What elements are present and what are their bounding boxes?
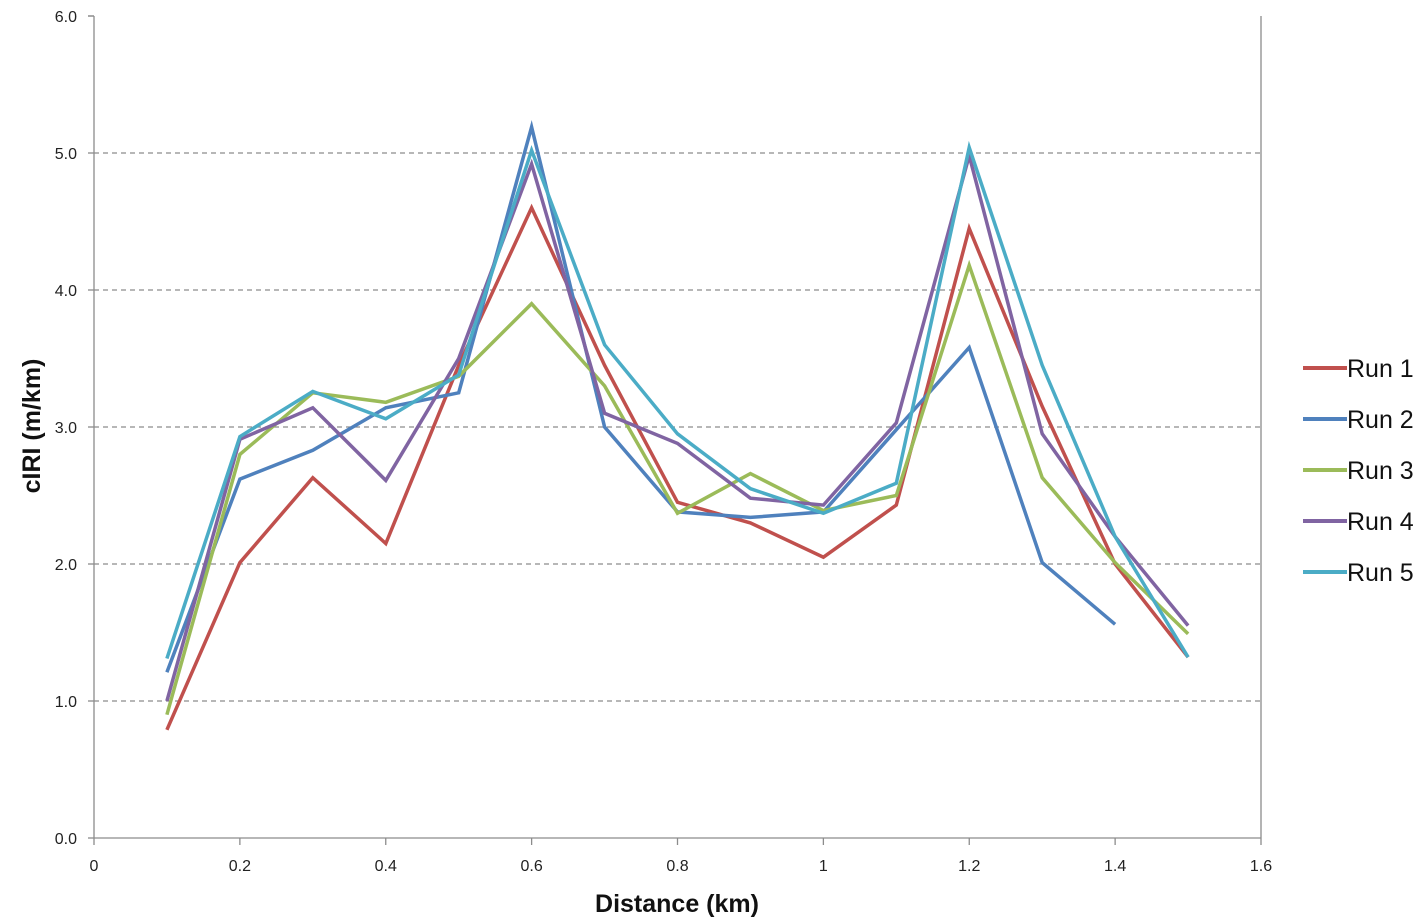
y-tick-label: 1.0 [55,694,77,711]
legend-label: Run 1 [1347,355,1414,383]
legend-item-run-5: Run 5 [1303,559,1414,587]
y-tick-label: 3.0 [55,420,77,437]
x-tick-label: 0.6 [521,858,543,875]
x-tick-label: 1.4 [1104,858,1126,875]
x-tick-label: 1 [819,858,828,875]
x-tick-label: 1.2 [958,858,980,875]
series-line-run-4 [165,148,1190,702]
legend-item-run-3: Run 3 [1303,457,1414,485]
y-tick-label: 6.0 [55,9,77,26]
y-tick-label: 5.0 [55,146,77,163]
x-tick-labels: 0 0.2 0.4 0.6 0.8 1 1.2 1.4 1.6 [90,858,1273,875]
series-lines [165,120,1190,731]
legend-label: Run 3 [1347,457,1414,485]
x-tick-label: 1.6 [1250,858,1272,875]
gridlines [94,152,1261,702]
x-tick-label: 0.8 [666,858,688,875]
legend-label: Run 5 [1347,559,1414,587]
series-line-run-5 [165,140,1190,660]
x-tick-label: 0 [90,858,99,875]
y-tick-labels: 0.0 1.0 2.0 3.0 4.0 5.0 6.0 [55,9,77,848]
legend-label: Run 4 [1347,508,1414,536]
legend-item-run-4: Run 4 [1303,508,1414,536]
y-tick-label: 0.0 [55,831,77,848]
legend-item-run-1: Run 1 [1303,355,1414,383]
series-line-run-1 [165,203,1190,731]
x-axis-title: Distance (km) [595,890,759,918]
series-line-run-3 [165,259,1190,716]
y-tick-label: 4.0 [55,283,77,300]
series-line-run-2 [165,120,1117,673]
axes [88,15,1262,845]
x-tick-label: 0.4 [375,858,397,875]
legend-item-run-2: Run 2 [1303,406,1414,434]
legend: Run 1 Run 2 Run 3 Run 4 Run 5 [1303,355,1414,587]
y-tick-label: 2.0 [55,557,77,574]
x-tick-label: 0.2 [229,858,251,875]
legend-label: Run 2 [1347,406,1414,434]
y-axis-title: cIRI (m/km) [18,359,46,494]
